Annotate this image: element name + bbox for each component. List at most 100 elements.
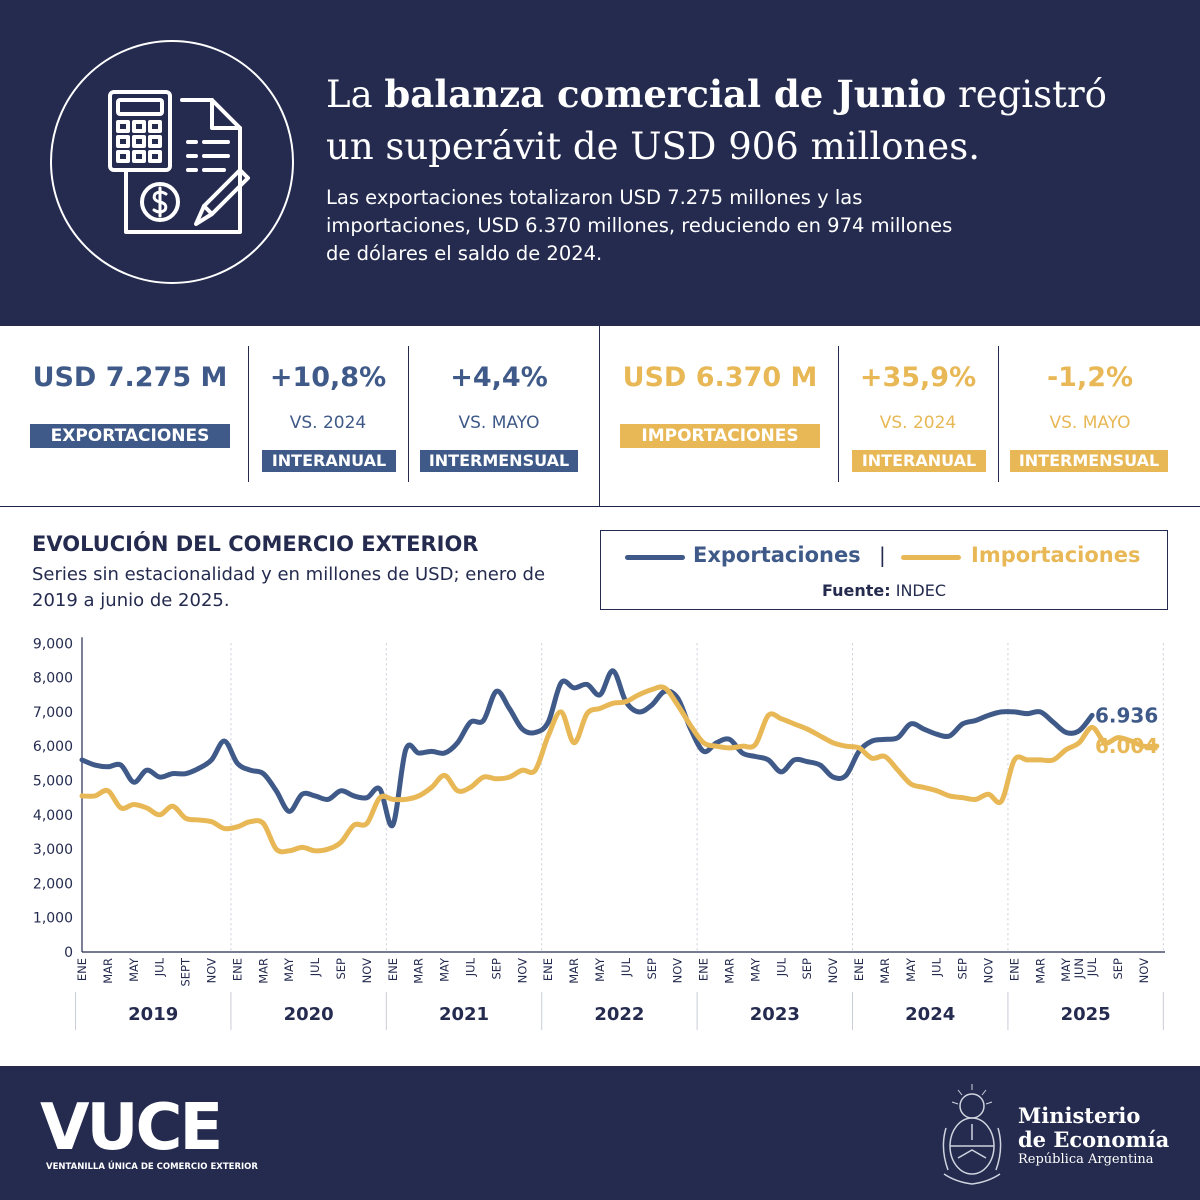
- imports-label: IMPORTACIONES: [620, 424, 820, 448]
- chart-legend: Exportaciones | Importaciones Fuente: IN…: [600, 530, 1168, 610]
- x-month-label: JUL: [153, 957, 167, 977]
- divider: [998, 346, 999, 482]
- x-month-label: ENE: [1007, 958, 1021, 981]
- x-month-label: SEP: [956, 958, 970, 980]
- x-month-label: MAY: [904, 957, 918, 982]
- x-month-label: NOV: [671, 958, 685, 983]
- year-label: 2020: [284, 1004, 334, 1025]
- header-banner: La balanza comercial de Junio registró u…: [0, 0, 1200, 326]
- x-month-label: MAY: [282, 957, 296, 982]
- imports-mom: -1,2%: [1046, 362, 1134, 393]
- x-month-label: MAY: [127, 957, 141, 982]
- x-month-label: MAR: [256, 958, 270, 984]
- chart-source: Fuente: INDEC: [821, 581, 947, 600]
- footer-banner: VUCE VENTANILLA ÚNICA DE COMERCIO EXTERI…: [0, 1066, 1200, 1200]
- x-month-label: JUL: [930, 957, 944, 977]
- x-month-label: JUL: [308, 957, 322, 977]
- headline-subtitle: Las exportaciones totalizaron USD 7.275 …: [326, 186, 953, 265]
- x-month-label: MAR: [101, 958, 115, 984]
- x-month-label: MAR: [723, 958, 737, 984]
- exports-label: EXPORTACIONES: [30, 424, 230, 448]
- x-month-label: JUL: [464, 957, 478, 977]
- x-month-label: ENE: [386, 958, 400, 981]
- year-label: 2019: [128, 1004, 178, 1025]
- x-month-label: SEP: [800, 958, 814, 980]
- year-label: 2022: [594, 1004, 644, 1025]
- x-month-label: NOV: [205, 958, 219, 983]
- exports-amount: USD 7.275 M: [32, 362, 228, 393]
- y-tick-label: 0: [64, 945, 73, 961]
- header-icon-circle: [50, 40, 294, 284]
- y-tick-label: 1,000: [33, 911, 73, 927]
- x-month-label: MAR: [1033, 958, 1047, 984]
- x-month-label: NOV: [826, 958, 840, 983]
- x-month-label: JUL: [774, 957, 788, 977]
- imports-mom-tag: INTERMENSUAL: [1010, 450, 1168, 472]
- x-month-label: MAR: [412, 958, 426, 984]
- x-month-label: MAR: [878, 958, 892, 984]
- legend-exports-swatch: [625, 555, 685, 560]
- x-month-label: ENE: [541, 958, 555, 981]
- x-month-label: NOV: [360, 958, 374, 983]
- year-label: 2024: [905, 1004, 955, 1025]
- x-month-label: ENE: [852, 958, 866, 981]
- y-tick-label: 9,000: [33, 636, 73, 652]
- x-month-label: JUL: [619, 957, 633, 977]
- x-month-label: MAY: [593, 957, 607, 982]
- year-label: 2023: [750, 1004, 800, 1025]
- headline: La balanza comercial de Junio registró u…: [326, 72, 1107, 168]
- series-end-label-exports: 6.936: [1095, 703, 1158, 727]
- x-month-label: JUN: [1072, 958, 1086, 979]
- vuce-logo-subtitle: VENTANILLA ÚNICA DE COMERCIO EXTERIOR: [46, 1162, 258, 1172]
- divider: [838, 346, 839, 482]
- calculator-document-icon: [108, 90, 250, 234]
- x-month-label: MAY: [1059, 957, 1073, 982]
- x-month-label: MAY: [438, 957, 452, 982]
- x-month-label: ENE: [75, 958, 89, 981]
- exports-mom-vs: VS. MAYO: [458, 413, 540, 433]
- imports-yoy: +35,9%: [859, 362, 977, 393]
- imports-mom-vs: VS. MAYO: [1049, 413, 1131, 433]
- y-tick-label: 4,000: [33, 808, 73, 824]
- imports-yoy-tag: INTERANUAL: [852, 450, 986, 472]
- trade-line-chart: 9,000 8,000 7,000 6,000 5,000 4,000 3,000 2,000…: [33, 636, 1165, 1030]
- y-tick-label: 5,000: [33, 774, 73, 790]
- divider: [248, 346, 249, 482]
- vuce-logo: VUCE: [40, 1091, 223, 1165]
- legend-imports-swatch: [901, 555, 961, 560]
- series-line-imports: [79, 684, 1160, 855]
- exports-yoy-vs: VS. 2024: [289, 413, 367, 433]
- x-month-label: SEP: [334, 958, 348, 980]
- chart-title: EVOLUCIÓN DEL COMERCIO EXTERIOR: [32, 532, 479, 556]
- y-tick-label: 6,000: [33, 739, 73, 755]
- x-month-label: NOV: [982, 958, 996, 983]
- imports-yoy-vs: VS. 2024: [879, 413, 957, 433]
- exports-mom-tag: INTERMENSUAL: [420, 450, 578, 472]
- x-month-label: SEP: [1111, 958, 1125, 980]
- y-tick-label: 3,000: [33, 842, 73, 858]
- x-month-label: NOV: [515, 958, 529, 983]
- x-month-label: SEP: [645, 958, 659, 980]
- y-tick-label: 8,000: [33, 671, 73, 687]
- x-month-label: MAR: [567, 958, 581, 984]
- year-label: 2025: [1061, 1004, 1111, 1025]
- series-line-exports: [79, 668, 1095, 829]
- ministry-name: Ministerio de Economía: [1018, 1103, 1170, 1152]
- series-end-label-imports: 6.004: [1095, 734, 1158, 758]
- ministry-country: República Argentina: [1018, 1152, 1154, 1167]
- stats-panel: USD 7.275 M EXPORTACIONES +10,8% VS. 202…: [0, 326, 1200, 507]
- x-month-label: NOV: [1137, 958, 1151, 983]
- exports-yoy-tag: INTERANUAL: [262, 450, 396, 472]
- imports-amount: USD 6.370 M: [622, 362, 818, 393]
- y-tick-label: 2,000: [33, 876, 73, 892]
- divider: [408, 346, 409, 482]
- chart-subtitle: Series sin estacionalidad y en millones …: [32, 564, 546, 611]
- year-label: 2021: [439, 1004, 489, 1025]
- legend-imports-label: Importaciones: [971, 543, 1141, 567]
- x-month-label: MAY: [748, 957, 762, 982]
- exports-mom: +4,4%: [450, 362, 548, 393]
- y-tick-label: 7,000: [33, 705, 73, 721]
- x-month-label: ENE: [230, 958, 244, 981]
- coat-of-arms-icon: [942, 1084, 1002, 1185]
- x-month-label: JUL: [1085, 957, 1099, 977]
